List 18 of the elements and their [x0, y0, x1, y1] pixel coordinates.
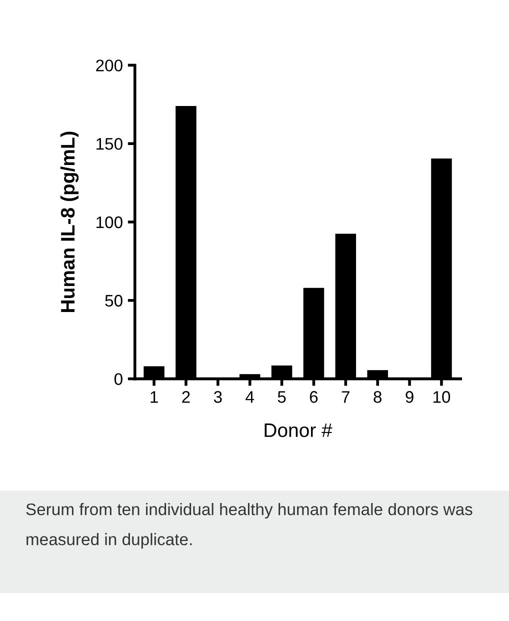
x-tick-label: 9 — [406, 391, 414, 403]
x-axis-title: Donor # — [264, 424, 332, 438]
y-tick-label: 100 — [96, 216, 122, 228]
y-tick-label: 0 — [114, 373, 122, 386]
x-tick-label: 8 — [374, 391, 382, 403]
y-tick-label: 200 — [96, 60, 122, 72]
x-tick-label: 5 — [278, 391, 286, 403]
x-tick-label: 4 — [246, 391, 254, 403]
x-tick-label: 7 — [342, 391, 350, 403]
y-tick-label: 50 — [105, 294, 122, 307]
x-tick-label: 10 — [433, 391, 450, 403]
x-tick-label: 2 — [182, 391, 190, 403]
x-tick-label: 3 — [214, 391, 222, 403]
x-tick-label: 1 — [150, 391, 158, 403]
y-tick-label: 150 — [96, 138, 122, 150]
y-axis-title: Human IL-8 (pg/mL) — [60, 132, 79, 312]
text: Serum from ten individual healthy human female donors was measured in duplicate. — [26, 503, 472, 549]
x-tick-label: 6 — [310, 391, 318, 403]
